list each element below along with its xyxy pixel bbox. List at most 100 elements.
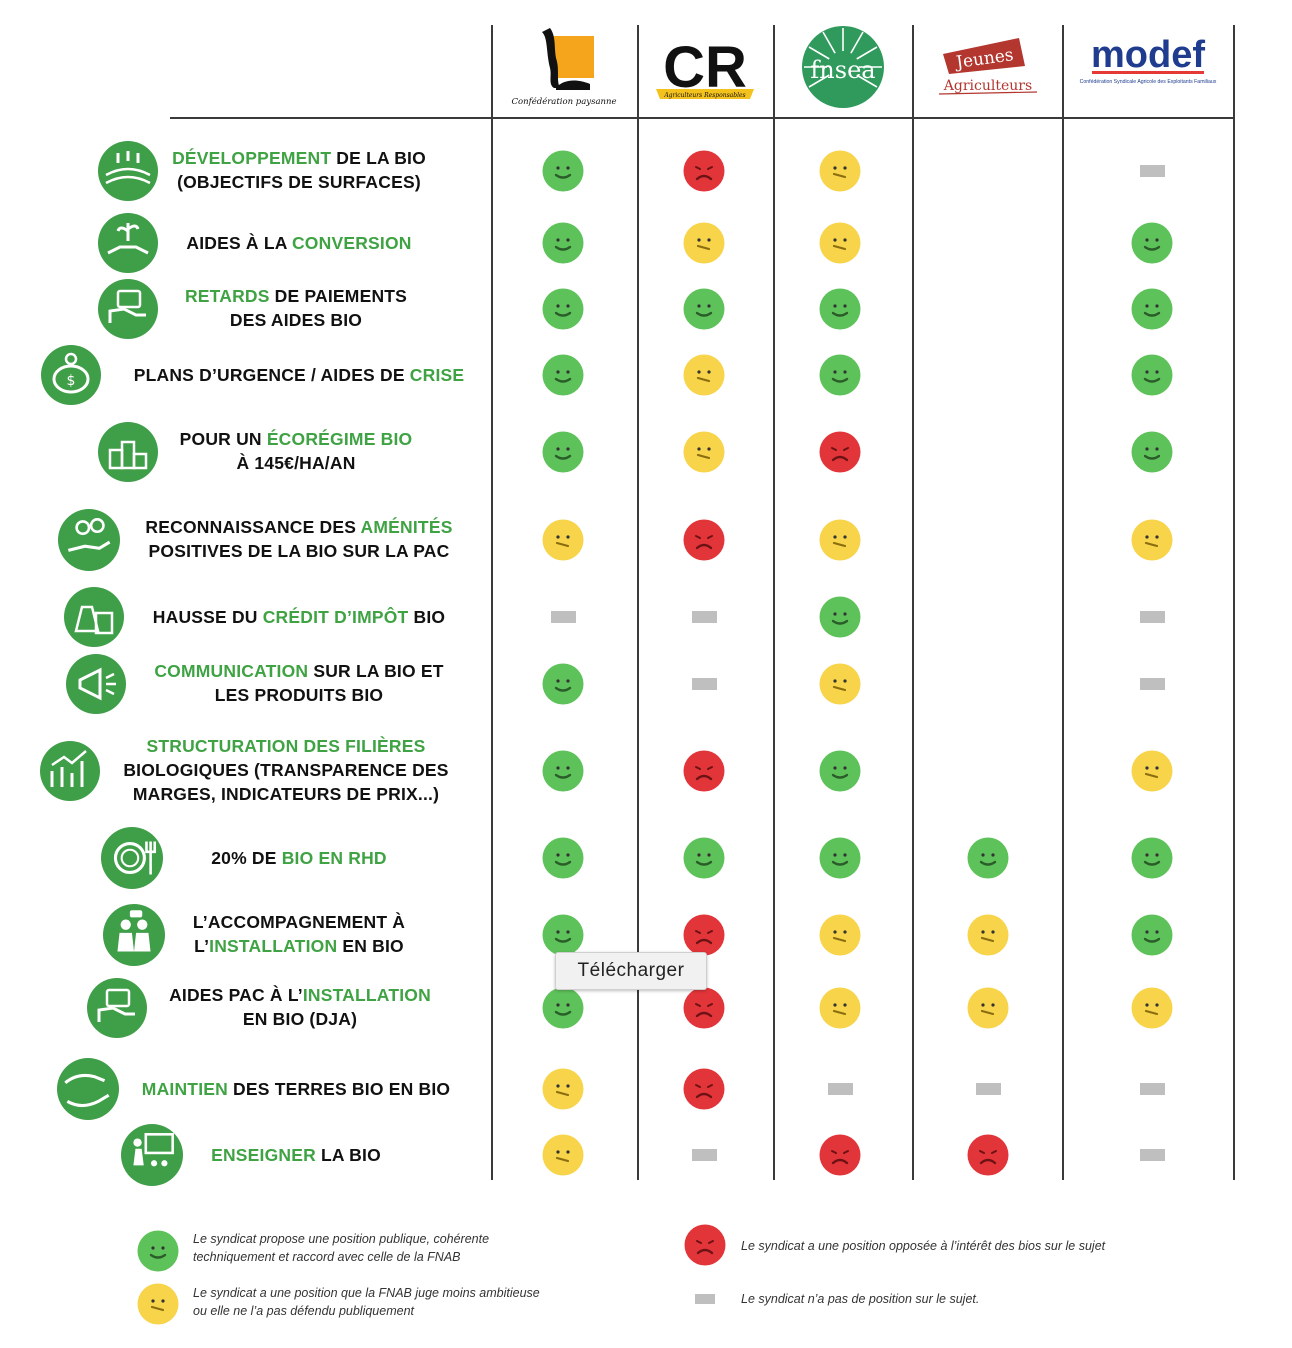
red-face-icon bbox=[818, 430, 862, 474]
logo-text: Confédération paysanne bbox=[511, 96, 616, 107]
legend-dash bbox=[683, 1277, 727, 1321]
hands-protect-icon bbox=[57, 1058, 119, 1120]
label-highlight: MAINTIEN bbox=[141, 1078, 228, 1099]
green-face-icon bbox=[541, 149, 585, 193]
green-face-icon bbox=[1130, 913, 1174, 957]
row-label: AIDES PAC À L’INSTALLATION EN BIO (DJA) bbox=[110, 983, 490, 1031]
yellow-face-icon bbox=[541, 1133, 585, 1177]
label-highlight: INSTALLATION bbox=[209, 936, 338, 956]
yellow-face-icon bbox=[541, 518, 585, 562]
yellow-face-icon bbox=[682, 353, 726, 397]
label-text: PLANS D’URGENCE / AIDES DE bbox=[133, 364, 410, 385]
column-divider bbox=[773, 25, 775, 1180]
logo-text: modef bbox=[1091, 34, 1205, 76]
hand-coins-icon bbox=[58, 509, 120, 571]
header-rule bbox=[170, 117, 1233, 119]
yellow-face-icon bbox=[818, 149, 862, 193]
label-text: RECONNAISSANCE DES bbox=[145, 517, 361, 537]
label-text: DE PAIEMENTS DES AIDES BIO bbox=[229, 286, 408, 330]
no-position-dash bbox=[1130, 1067, 1174, 1111]
green-face-icon bbox=[818, 353, 862, 397]
legend-red-text: Le syndicat a une position opposée à l’i… bbox=[741, 1239, 1106, 1253]
row-label: POUR UN ÉCORÉGIME BIO À 145€/HA/AN bbox=[106, 427, 486, 475]
label-highlight: BIO EN RHD bbox=[281, 847, 387, 868]
row-label: 20% DE BIO EN RHD bbox=[109, 846, 489, 870]
red-face-icon bbox=[682, 986, 726, 1030]
label-text: POUR UN bbox=[179, 429, 267, 449]
row-label: STRUCTURATION DES FILIÈRES BIOLOGIQUES (… bbox=[96, 734, 476, 806]
label-text: DE LA BIO (OBJECTIFS DE SURFACES) bbox=[177, 148, 426, 192]
green-face-icon bbox=[682, 287, 726, 331]
yellow-face-icon bbox=[818, 221, 862, 265]
column-divider bbox=[1233, 25, 1235, 1180]
green-face-icon bbox=[818, 287, 862, 331]
row-label: RETARDS DE PAIEMENTS DES AIDES BIO bbox=[106, 284, 486, 332]
green-face-icon bbox=[1130, 287, 1174, 331]
no-position-dash bbox=[1130, 662, 1174, 706]
column-divider bbox=[1062, 25, 1064, 1180]
green-face-icon bbox=[682, 836, 726, 880]
label-highlight: RETARDS bbox=[184, 286, 270, 306]
label-highlight: CRISE bbox=[409, 364, 465, 385]
label-highlight: CONVERSION bbox=[291, 232, 412, 253]
logo-jeunes-agriculteurs: Jeunes Agriculteurs bbox=[918, 22, 1058, 112]
green-face-icon bbox=[818, 749, 862, 793]
tractor-field-icon bbox=[98, 141, 158, 201]
yellow-face-icon bbox=[818, 662, 862, 706]
green-face-icon bbox=[541, 986, 585, 1030]
green-face-icon bbox=[1130, 430, 1174, 474]
green-face-icon bbox=[541, 749, 585, 793]
label-text: 20% DE bbox=[211, 847, 282, 868]
label-highlight: ENSEIGNER bbox=[211, 1144, 316, 1165]
yellow-face-icon bbox=[541, 1067, 585, 1111]
logo-text: Jeunes bbox=[953, 45, 1015, 73]
no-position-dash bbox=[1130, 595, 1174, 639]
logo-fnsea: fnsea bbox=[779, 22, 907, 112]
green-face-icon bbox=[1130, 836, 1174, 880]
logo-cr: CR Agriculteurs Responsables bbox=[643, 22, 767, 112]
yellow-face-icon bbox=[1130, 749, 1174, 793]
logo-confederation-paysanne: Confédération paysanne bbox=[497, 22, 631, 112]
legend-yellow-face bbox=[136, 1282, 180, 1326]
legend-green-text: Le syndicat propose une position publiqu… bbox=[193, 1232, 490, 1264]
no-position-dash bbox=[682, 595, 726, 639]
green-face-icon bbox=[541, 913, 585, 957]
legend-yellow-text: Le syndicat a une position que la FNAB j… bbox=[193, 1286, 540, 1318]
logo-modef: modef Confédération Syndicale Agricole d… bbox=[1068, 22, 1228, 112]
row-label: ENSEIGNER LA BIO bbox=[106, 1143, 486, 1167]
yellow-face-icon bbox=[682, 430, 726, 474]
label-highlight: CRÉDIT D’IMPÔT bbox=[262, 606, 409, 627]
legend-dash-text: Le syndicat n’a pas de position sur le s… bbox=[741, 1292, 980, 1306]
no-position-dash bbox=[966, 1067, 1010, 1111]
red-face-icon bbox=[966, 1133, 1010, 1177]
red-face-icon bbox=[682, 913, 726, 957]
yellow-face-icon bbox=[966, 913, 1010, 957]
plant-handshake-icon bbox=[98, 213, 158, 273]
megaphone-icon bbox=[66, 654, 126, 714]
growth-chart-icon bbox=[40, 741, 100, 801]
label-text: BIOLOGIQUES (TRANSPARENCE DES MARGES, IN… bbox=[123, 759, 449, 804]
no-position-dash bbox=[541, 595, 585, 639]
logo-text: CR bbox=[663, 35, 747, 100]
label-highlight: COMMUNICATION bbox=[154, 661, 309, 681]
yellow-face-icon bbox=[818, 913, 862, 957]
download-tooltip[interactable]: Télécharger bbox=[555, 952, 707, 990]
row-label: HAUSSE DU CRÉDIT D’IMPÔT BIO bbox=[109, 605, 489, 629]
label-highlight: INSTALLATION bbox=[302, 985, 431, 1005]
row-label: COMMUNICATION SUR LA BIO ET LES PRODUITS… bbox=[109, 659, 489, 707]
green-face-icon bbox=[541, 287, 585, 331]
label-highlight: STRUCTURATION DES FILIÈRES bbox=[146, 735, 426, 756]
label-text: DES TERRES BIO EN BIO bbox=[227, 1078, 451, 1099]
label-text: L’ACCOMPAGNEMENT À L’ bbox=[192, 912, 406, 956]
label-text: AIDES PAC À L’ bbox=[169, 985, 303, 1005]
legend-red-face bbox=[683, 1223, 727, 1267]
yellow-face-icon bbox=[818, 518, 862, 562]
yellow-face-icon bbox=[966, 986, 1010, 1030]
logo-subtext: Confédération Syndicale Agricole des Exp… bbox=[1080, 79, 1217, 85]
row-label: MAINTIEN DES TERRES BIO EN BIO bbox=[106, 1077, 486, 1101]
people-talking-icon bbox=[103, 904, 165, 966]
red-face-icon bbox=[682, 149, 726, 193]
green-face-icon bbox=[1130, 353, 1174, 397]
row-label: DÉVELOPPEMENT DE LA BIO (OBJECTIFS DE SU… bbox=[109, 146, 489, 194]
yellow-face-icon bbox=[1130, 986, 1174, 1030]
